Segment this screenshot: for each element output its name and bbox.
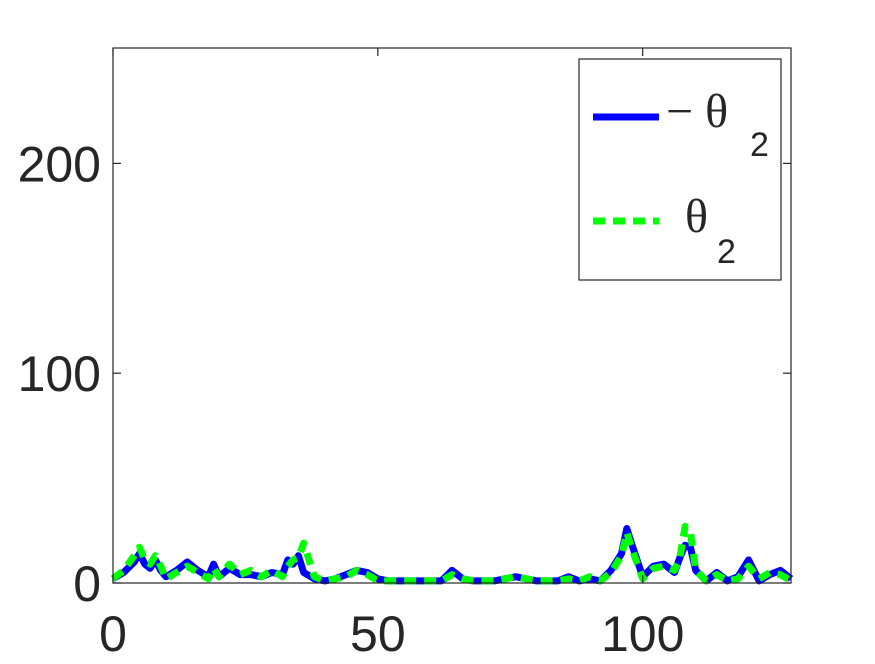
legend: − θ 2 θ 2 <box>578 58 782 281</box>
plot-frame <box>112 47 792 584</box>
y-tick-label: 100 <box>18 346 101 402</box>
legend-box <box>578 58 782 281</box>
x-tick-label: 0 <box>99 606 127 662</box>
ticks-layer: 0 50 100 0 100 200 <box>18 48 791 662</box>
y-tick-label: 200 <box>18 136 101 192</box>
x-tick-label: 50 <box>350 606 406 662</box>
y-tick-label: 0 <box>73 556 101 612</box>
legend-sub-minus-theta2: 2 <box>750 126 769 164</box>
legend-label-minus-theta2: − θ <box>666 85 728 138</box>
x-tick-label: 100 <box>601 606 684 662</box>
series-line-theta2 <box>110 522 793 585</box>
legend-sub-theta2: 2 <box>717 233 736 271</box>
series-layer <box>110 522 794 585</box>
legend-label-theta2: θ <box>685 190 708 243</box>
